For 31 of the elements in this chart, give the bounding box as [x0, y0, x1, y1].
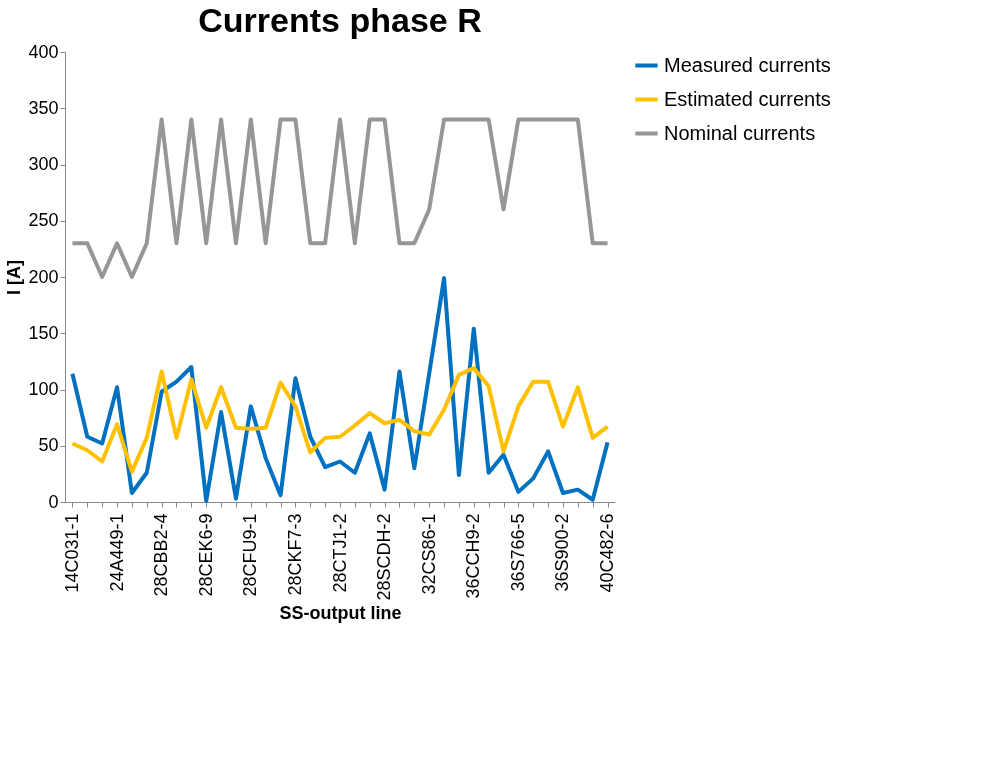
y-tick-label: 200	[28, 266, 59, 287]
x-tick-label: 28CBB2-4	[151, 513, 172, 597]
chart-title: Currents phase R	[198, 1, 482, 39]
x-tick-label: 28CTJ1-2	[329, 513, 350, 593]
x-tick-label: 32CS86-1	[418, 513, 439, 595]
x-tick-label: 40C482-6	[597, 513, 618, 593]
y-tick-label: 300	[28, 154, 59, 174]
x-tick-label: 36S900-2	[552, 513, 573, 592]
x-tick-label: 24A449-1	[106, 513, 127, 592]
x-tick-label: 14C031-1	[61, 513, 82, 593]
legend-label: Nominal currents	[664, 121, 816, 144]
line-series	[70, 366, 610, 474]
y-tick-label: 350	[28, 97, 59, 118]
y-tick-label: 0	[48, 491, 59, 512]
y-tick-label: 50	[38, 435, 59, 456]
x-tick-label: 28CFU9-1	[240, 513, 261, 597]
legend-label: Estimated currents	[664, 87, 831, 110]
y-tick-label: 150	[28, 322, 59, 343]
x-axis-title: SS-output line	[279, 602, 402, 623]
y-tick-label: 250	[28, 210, 59, 231]
x-tick-label: 36S766-5	[507, 513, 528, 592]
line-series	[70, 117, 610, 279]
line-series	[70, 276, 610, 503]
y-tick-label: 100	[28, 379, 59, 399]
x-tick-label: 28CEK6-9	[195, 513, 216, 597]
y-axis-title: I [A]	[4, 260, 25, 295]
x-tick-label: 28CKF7-3	[284, 513, 305, 596]
legend-label: Measured currents	[664, 53, 831, 76]
y-tick-label: 400	[28, 41, 59, 62]
x-tick-label: 36CCH9-2	[463, 513, 484, 599]
x-tick-label: 28SCDH-2	[374, 513, 395, 601]
